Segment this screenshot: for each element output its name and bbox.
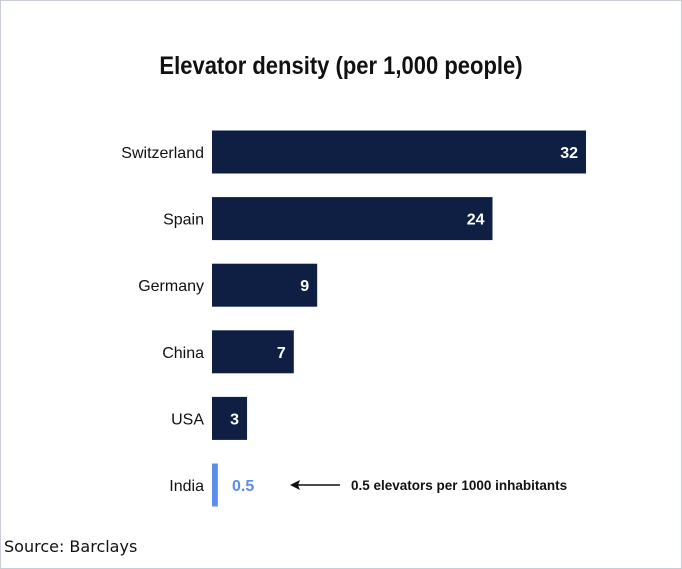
bar-germany xyxy=(212,263,318,307)
bar-usa xyxy=(212,396,248,440)
annotation-arrow-head xyxy=(290,480,300,490)
category-label-india: India xyxy=(169,478,204,495)
value-label-china: 7 xyxy=(277,345,286,362)
value-label-spain: 24 xyxy=(467,212,485,229)
source-note: Source: Barclays xyxy=(4,537,138,556)
value-label-switzerland: 32 xyxy=(560,145,578,162)
category-label-germany: Germany xyxy=(138,278,204,295)
bar-china xyxy=(212,330,294,374)
value-label-germany: 9 xyxy=(300,278,309,295)
category-label-usa: USA xyxy=(171,411,204,428)
bar-switzerland xyxy=(212,130,586,174)
category-label-spain: Spain xyxy=(163,212,204,229)
annotation-text: 0.5 elevators per 1000 inhabitants xyxy=(351,478,567,493)
bar-india xyxy=(212,463,218,507)
category-label-switzerland: Switzerland xyxy=(121,145,204,162)
bar-spain xyxy=(212,197,493,241)
chart-title: Elevator density (per 1,000 people) xyxy=(159,52,523,80)
value-label-usa: 3 xyxy=(230,411,239,428)
value-label-india: 0.5 xyxy=(232,478,254,495)
category-label-china: China xyxy=(162,345,204,362)
